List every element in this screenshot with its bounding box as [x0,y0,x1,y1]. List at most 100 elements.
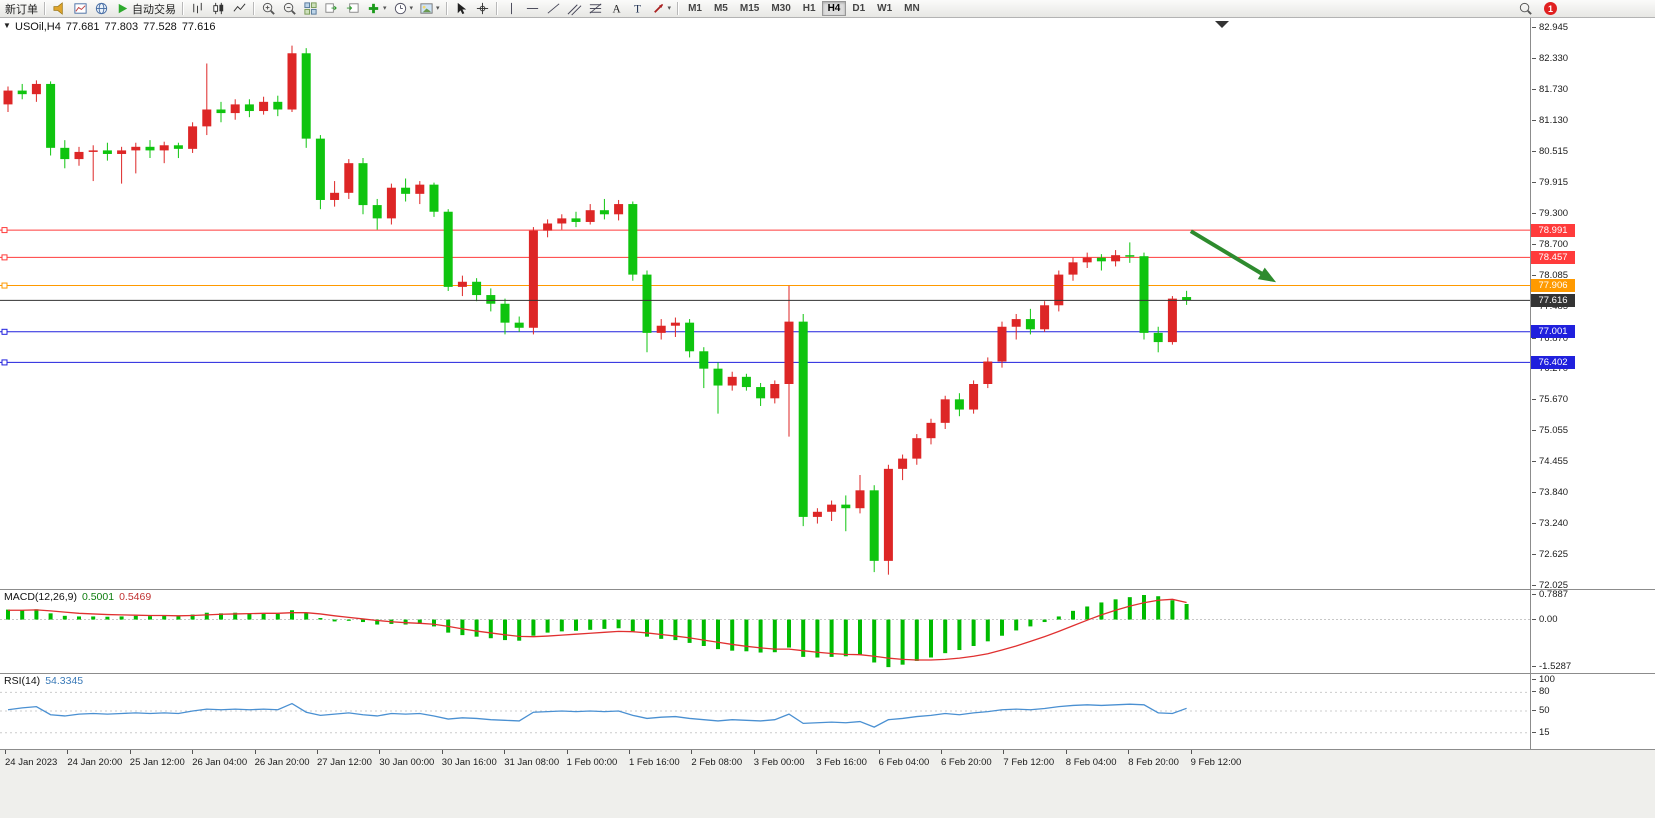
templates-button[interactable]: ▾ [416,1,443,17]
macd-bar [872,619,877,663]
time-axis[interactable]: 24 Jan 2023 24 Jan 20:00 25 Jan 12:00 26 Ja… [0,750,1655,818]
candle [230,104,240,114]
candle [102,150,112,154]
arrows-tool-button[interactable]: ▾ [648,1,675,17]
timeframe-m1-button[interactable]: M1 [688,3,702,14]
label-tool-button[interactable]: T [627,1,648,17]
level-handle[interactable] [1,359,8,366]
time-tick [1190,750,1192,754]
bar-chart-button[interactable] [187,1,208,17]
time-label: 30 Jan 16:00 [441,757,497,768]
time-label: 1 Feb 16:00 [629,757,680,768]
macd-bar [48,613,53,620]
macd-bar [20,610,25,620]
zoom-out-button[interactable] [279,1,300,17]
chevron-down-icon: ▾ [409,5,414,12]
text-tool-button[interactable]: A [606,1,627,17]
alerts-button[interactable] [49,1,70,17]
macd-bar [616,619,621,629]
time-tick [1065,750,1067,754]
label-tool-icon: T [634,3,641,15]
macd-bar [517,619,522,641]
macd-bar [318,618,323,620]
chart-shift-button[interactable] [342,1,363,17]
line-chart-button[interactable] [229,1,250,17]
price-tick: 80.515 [1531,146,1569,158]
level-handle[interactable] [1,282,8,289]
time-label: 9 Feb 12:00 [1190,757,1242,768]
timeframe-m15-button[interactable]: M15 [739,3,760,14]
macd-bar [1085,606,1090,620]
candle [585,210,595,222]
timeframe-w1-button[interactable]: W1 [877,3,893,14]
price-tick: 81.130 [1531,114,1569,126]
macd-bar [77,616,81,620]
rsi-axis[interactable]: 100 80 50 15 [1530,674,1655,749]
candle [386,187,396,219]
candle [1167,298,1177,343]
horizontal-line-tool-button[interactable] [522,1,543,17]
notification-badge[interactable]: 1 [1544,2,1557,15]
timeframe-d1-button[interactable]: D1 [852,3,866,14]
timeframe-m30-button[interactable]: M30 [771,3,791,14]
level-handle[interactable] [1,328,8,335]
new-order-button[interactable]: 新订单 [2,1,41,17]
autotrading-button[interactable]: 自动交易 [112,1,179,17]
symbol-dropdown-icon[interactable]: ▼ [3,21,11,30]
fibonacci-tool-button[interactable] [585,1,606,17]
vertical-line-tool-button[interactable] [501,1,522,17]
time-tick [67,750,69,754]
timeframe-m5-button[interactable]: M5 [713,3,728,14]
crosshair-button[interactable] [472,1,493,17]
macd-bar [531,619,536,636]
autotrading-label: 自动交易 [132,3,176,16]
macd-bar [91,616,96,620]
candle [188,126,198,149]
candlestick-icon [213,2,224,15]
candle [74,151,84,160]
level-handle[interactable] [1,254,8,261]
report-button[interactable] [70,1,91,17]
candle [812,511,822,517]
trendline-tool-button[interactable] [543,1,564,17]
price-axis[interactable]: 82.945 82.330 81.730 81.130 80.515 79.915 79.3… [1530,18,1655,589]
tile-windows-button[interactable] [300,1,321,17]
rsi-chart[interactable] [0,674,1530,750]
autoscroll-button[interactable] [321,1,342,17]
macd-bar [929,619,933,658]
macd-bar [34,609,39,620]
cursor-button[interactable] [451,1,472,17]
annotation-arrow-head[interactable] [1257,267,1277,283]
ohlc-low: 77.528 [143,21,177,33]
time-tick [254,750,256,754]
level-handle[interactable] [1,227,8,234]
candle [741,376,751,388]
macd-bar [304,612,309,620]
toolbar-separator [182,2,184,15]
search-button[interactable] [1515,1,1536,17]
price-tick: 78.085 [1531,270,1569,282]
macd-axis-tick: 0.7887 [1531,590,1569,601]
zoom-in-button[interactable] [258,1,279,17]
periods-button[interactable]: ▾ [390,1,417,17]
timeframe-h4-button[interactable]: H4 [821,1,847,16]
timeframe-h1-button[interactable]: H1 [802,3,816,14]
autotrading-play-icon [118,3,128,14]
web-button[interactable] [91,1,112,17]
macd-bar [588,619,593,630]
price-tick: 74.455 [1531,455,1569,467]
channel-tool-button[interactable] [564,1,585,17]
add-indicator-button[interactable]: ▾ [363,1,390,17]
timeframe-mn-button[interactable]: MN [904,3,920,14]
macd-bar [914,619,919,661]
macd-axis[interactable]: 0.7887 0.00 -1.5287 [1530,590,1655,673]
main-price-chart[interactable] [0,18,1530,590]
candle [1040,305,1050,330]
chart-shift-marker[interactable] [1215,21,1229,28]
candle [543,223,553,231]
annotation-arrow-shaft[interactable] [1189,229,1273,282]
speaker-icon [53,2,63,15]
macd-chart[interactable] [0,590,1530,674]
candlestick-chart-button[interactable] [208,1,229,17]
macd-bar [744,619,749,652]
